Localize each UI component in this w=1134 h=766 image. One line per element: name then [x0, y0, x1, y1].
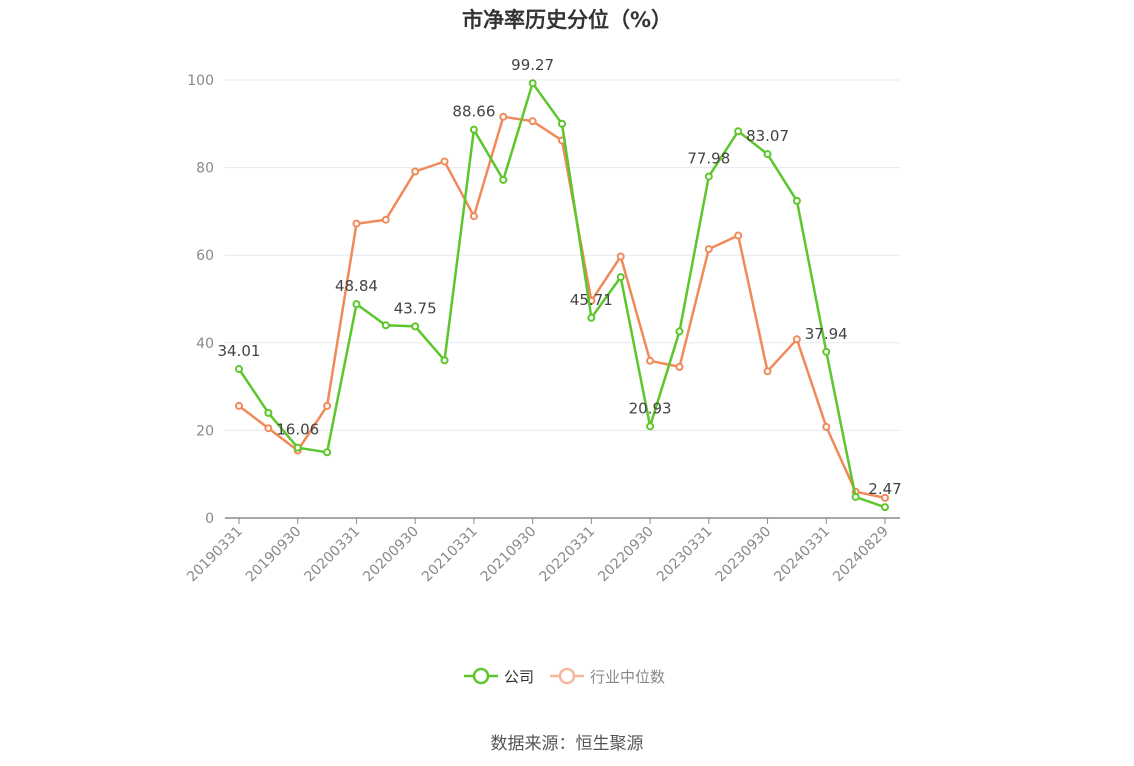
x-tick-label: 20190930	[243, 524, 305, 586]
company-point[interactable]	[352, 300, 361, 309]
company-point[interactable]	[616, 273, 625, 282]
industry-median-point[interactable]	[499, 112, 508, 121]
x-tick-label: 20220331	[536, 524, 598, 586]
x-tick-label: 20210331	[419, 524, 481, 586]
industry-median-point[interactable]	[440, 157, 449, 166]
y-tick-label: 60	[196, 248, 214, 264]
company-point[interactable]	[881, 503, 889, 512]
x-tick-label: 20200331	[302, 524, 364, 586]
y-tick-label: 80	[196, 161, 214, 177]
company-point[interactable]	[264, 408, 273, 417]
company-point[interactable]	[235, 365, 243, 374]
x-tick-label: 20200930	[360, 524, 422, 586]
company-point[interactable]	[381, 321, 390, 330]
company-point[interactable]	[587, 313, 596, 322]
data-labels: 34.01 16.06 48.84 43.75 88.66 99.27 45.71 20.93…	[218, 56, 902, 498]
company-point[interactable]	[704, 172, 713, 181]
x-tick-label: 20190331	[184, 524, 246, 586]
axes: 0 20 40 60 80 100 2019033120190930202003312020…	[184, 73, 900, 585]
x-tick-label: 20240829	[830, 524, 892, 586]
industry-median-point[interactable]	[381, 215, 390, 224]
legend-company-marker-icon[interactable]	[472, 667, 490, 685]
y-tick-label: 20	[196, 423, 214, 439]
industry-median-point[interactable]	[264, 424, 273, 433]
x-tick-label: 20210930	[478, 524, 540, 586]
x-tick-label: 20230331	[654, 524, 716, 586]
industry-median-point[interactable]	[881, 493, 889, 502]
company-point[interactable]	[440, 356, 449, 365]
industry-median-point[interactable]	[323, 401, 332, 410]
industry-median-point[interactable]	[792, 335, 801, 344]
industry-median-point[interactable]	[528, 117, 537, 126]
company-point[interactable]	[675, 327, 684, 336]
industry-median-point[interactable]	[734, 231, 743, 240]
data-label: 20.93	[629, 399, 672, 417]
legend-company-label[interactable]: 公司	[504, 668, 534, 686]
company-point[interactable]	[851, 492, 860, 501]
company-point[interactable]	[763, 150, 772, 159]
industry-median-point[interactable]	[235, 401, 243, 410]
company-point[interactable]	[792, 196, 801, 205]
company-point[interactable]	[734, 127, 743, 136]
legend-industry-marker-icon[interactable]	[558, 667, 576, 685]
y-tick-label: 100	[187, 73, 214, 89]
industry-median-point[interactable]	[675, 362, 684, 371]
industry-median-point[interactable]	[352, 219, 361, 228]
data-label: 2.47	[868, 480, 901, 498]
company-point[interactable]	[822, 347, 831, 356]
company-point[interactable]	[499, 175, 508, 184]
industry-median-point[interactable]	[646, 356, 655, 365]
company-point[interactable]	[528, 79, 537, 88]
company-point[interactable]	[411, 322, 420, 331]
industry-median-point[interactable]	[616, 252, 625, 261]
data-label: 77.98	[687, 149, 730, 167]
y-tick-label: 40	[196, 336, 214, 352]
legend-industry-label[interactable]: 行业中位数	[590, 668, 665, 686]
data-label: 99.27	[511, 56, 554, 74]
data-label: 48.84	[335, 277, 378, 295]
company-point[interactable]	[646, 422, 655, 431]
x-tick-label: 20220930	[595, 524, 657, 586]
data-label: 34.01	[218, 342, 261, 360]
x-tick-label: 20240331	[771, 524, 833, 586]
industry-median-point[interactable]	[704, 245, 713, 254]
industry-median-line	[238, 115, 886, 500]
industry-median-point[interactable]	[822, 422, 831, 431]
company-point[interactable]	[323, 448, 332, 457]
data-label: 45.71	[570, 291, 613, 309]
industry-median-point[interactable]	[469, 212, 478, 221]
legend: 公司 行业中位数	[464, 667, 665, 686]
industry-median-point[interactable]	[763, 367, 772, 376]
data-label: 43.75	[394, 299, 437, 317]
data-label: 88.66	[452, 103, 495, 121]
source-note: 数据来源：恒生聚源	[490, 734, 644, 754]
chart-title: 市净率历史分位（%）	[461, 8, 673, 32]
industry-median-point[interactable]	[411, 167, 420, 176]
company-point[interactable]	[558, 119, 566, 128]
y-tick-label: 0	[205, 511, 214, 527]
company-point[interactable]	[469, 125, 478, 134]
x-tick-label: 20230930	[713, 524, 775, 586]
data-label: 83.07	[746, 127, 789, 145]
data-label: 37.94	[805, 325, 848, 343]
company-point[interactable]	[293, 443, 302, 452]
series-lines	[235, 79, 889, 512]
data-label: 16.06	[276, 421, 319, 439]
